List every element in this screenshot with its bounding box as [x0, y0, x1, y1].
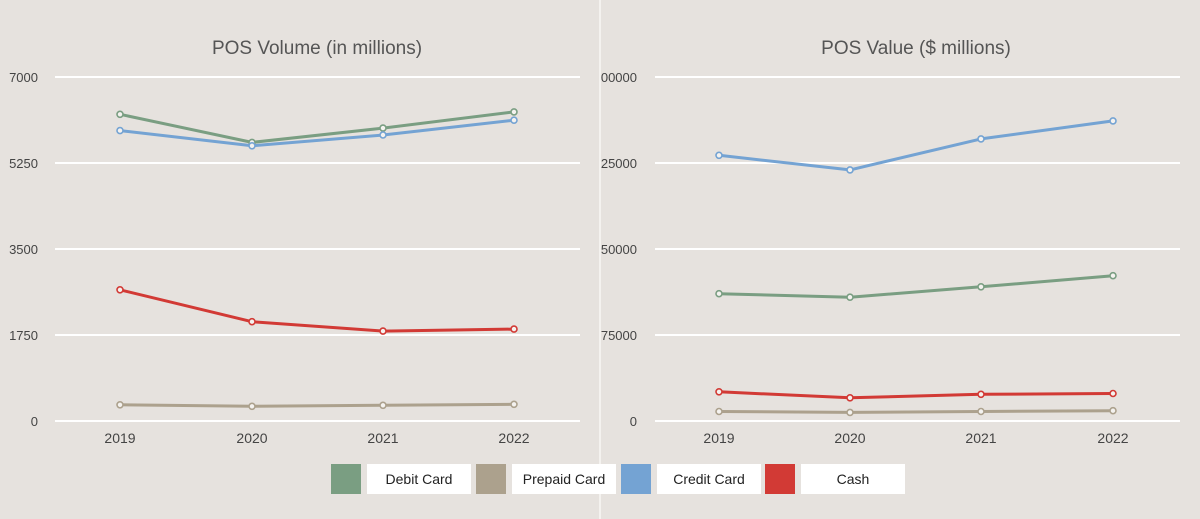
y-tick-label-2-0: 0: [630, 414, 637, 429]
y-tick-label-1-4: 7000: [9, 70, 38, 85]
point-2-credit-card-2022: [1109, 117, 1117, 125]
point-2-debit-card-2022: [1109, 271, 1117, 280]
series-line-2-debit-card: [717, 274, 1115, 299]
legend-swatch-prepaid-card: [476, 464, 506, 494]
point-1-credit-card-2021: [379, 131, 387, 139]
point-2-credit-card-2021: [977, 135, 985, 143]
point-2-debit-card-2021: [977, 282, 985, 291]
series-line-1-cash: [118, 288, 516, 333]
point-2-cash-2022: [1109, 389, 1117, 398]
series-line-2-cash: [717, 390, 1115, 400]
point-2-debit-card-2019: [715, 289, 723, 298]
point-1-cash-2020: [248, 317, 256, 326]
x-tick-label-2-2022: 2022: [1097, 430, 1128, 446]
y-tick-label-1-2: 3500: [9, 242, 38, 257]
x-tick-label-1-2022: 2022: [498, 430, 529, 446]
panel-divider: [599, 0, 601, 519]
y-tick-label-1-3: 5250: [9, 156, 38, 171]
y-tick-label-2-4: 00000: [601, 70, 637, 85]
series-line-1-credit-card: [118, 118, 516, 148]
chart-title-2: POS Value ($ millions): [821, 38, 1011, 59]
legend-label-prepaid-card: Prepaid Card: [512, 464, 616, 494]
point-1-prepaid-card-2022: [510, 400, 518, 409]
point-2-prepaid-card-2019: [715, 407, 723, 416]
point-1-credit-card-2020: [248, 142, 256, 150]
point-1-cash-2019: [116, 285, 124, 294]
point-1-prepaid-card-2019: [116, 400, 124, 409]
point-2-prepaid-card-2022: [1109, 406, 1117, 415]
x-tick-label-1-2020: 2020: [236, 430, 267, 446]
series-line-2-credit-card: [717, 119, 1115, 172]
point-1-prepaid-card-2020: [248, 402, 256, 411]
point-1-cash-2022: [510, 325, 518, 333]
x-tick-label-2-2019: 2019: [703, 430, 734, 446]
y-tick-label-2-2: 50000: [601, 242, 637, 257]
x-tick-label-1-2021: 2021: [367, 430, 398, 446]
point-2-cash-2020: [846, 393, 854, 402]
y-tick-label-1-0: 0: [31, 414, 38, 429]
x-tick-label-1-2019: 2019: [104, 430, 135, 446]
legend-label-debit-card: Debit Card: [367, 464, 471, 494]
point-2-prepaid-card-2021: [977, 407, 985, 416]
point-2-prepaid-card-2020: [846, 408, 854, 417]
point-2-cash-2019: [715, 387, 723, 396]
point-2-credit-card-2020: [846, 166, 854, 174]
point-1-prepaid-card-2021: [379, 401, 387, 410]
point-1-credit-card-2019: [116, 126, 124, 135]
point-2-cash-2021: [977, 390, 985, 399]
series-line-1-debit-card: [118, 110, 516, 144]
point-1-credit-card-2022: [510, 116, 518, 124]
legend-swatch-debit-card: [331, 464, 361, 494]
x-tick-label-2-2020: 2020: [834, 430, 865, 446]
chart-title-1: POS Volume (in millions): [212, 38, 422, 59]
y-tick-label-1-1: 1750: [9, 328, 38, 343]
point-1-debit-card-2022: [510, 108, 518, 116]
y-tick-label-2-3: 25000: [601, 156, 637, 171]
legend-label-credit-card: Credit Card: [657, 464, 761, 494]
y-tick-label-2-1: 75000: [601, 328, 637, 343]
point-1-debit-card-2019: [116, 110, 124, 119]
series-line-1-prepaid-card: [118, 402, 516, 408]
legend-label-cash: Cash: [801, 464, 905, 494]
x-tick-label-2-2021: 2021: [965, 430, 996, 446]
series-line-2-prepaid-card: [717, 409, 1115, 414]
legend-swatch-cash: [765, 464, 795, 494]
point-1-debit-card-2021: [379, 124, 387, 132]
point-2-debit-card-2020: [846, 293, 854, 302]
point-2-credit-card-2019: [715, 151, 723, 160]
point-1-cash-2021: [379, 327, 387, 335]
legend-swatch-credit-card: [621, 464, 651, 494]
